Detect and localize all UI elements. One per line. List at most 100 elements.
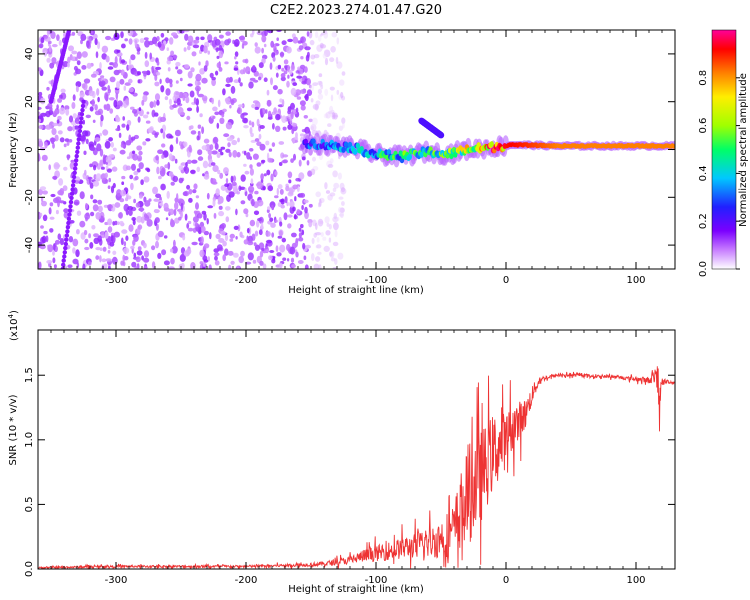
spectrogram-feature-diagonal-line <box>60 99 86 269</box>
spectrogram-cell <box>214 142 219 150</box>
y-tick-label: -20 <box>24 189 35 205</box>
spectrogram-cell <box>47 244 53 248</box>
spectrogram-cell <box>244 58 249 64</box>
spectrogram-cell <box>67 30 72 33</box>
spectrogram-cell <box>300 105 306 111</box>
spectrogram-cell <box>225 148 231 153</box>
spectrogram-cell <box>57 233 62 240</box>
spectrogram-cell <box>46 30 50 37</box>
spectrogram-cell <box>293 153 296 161</box>
spectrogram-cell <box>199 249 205 258</box>
spectrogram-cell <box>128 58 132 66</box>
spectrogram-cell <box>175 137 179 145</box>
spectrogram-cell <box>75 149 80 155</box>
spectrogram-cell <box>154 74 158 81</box>
spectrogram-cell <box>209 232 212 240</box>
colorbar-ticks: 0.0 0.2 0.4 0.6 0.8 <box>698 70 740 277</box>
spectrogram-cell <box>214 260 220 266</box>
spectrogram-cell <box>186 223 190 229</box>
spectrogram-cell <box>201 95 208 102</box>
spectrogram-cell <box>131 247 134 254</box>
spectrogram-cell <box>254 46 261 54</box>
spectrogram-cell <box>123 241 127 247</box>
spectrogram-cell <box>69 220 75 224</box>
spectrogram-cell <box>198 213 203 219</box>
spectrogram-cell <box>172 175 179 183</box>
spectrogram-cell <box>311 237 315 244</box>
spectrogram-cell <box>92 119 96 124</box>
spectrogram-cell <box>126 124 130 131</box>
spectrogram-cell <box>115 92 119 99</box>
spectrogram-cell <box>180 202 184 211</box>
spectrogram-cell <box>38 67 42 72</box>
spectrogram-cell <box>75 249 80 258</box>
spectrogram-cell <box>341 117 346 124</box>
spectrogram-cell <box>225 77 231 84</box>
spectrogram-cell <box>63 211 69 219</box>
spectrogram-cell <box>196 166 201 172</box>
spectrogram-cell <box>229 238 234 242</box>
spectrogram-cell <box>312 156 316 162</box>
spectrogram-cell <box>298 172 305 180</box>
spectrogram-cell <box>183 166 187 172</box>
spectrogram-cell <box>227 250 234 256</box>
spectrogram-cell <box>238 77 241 84</box>
spectrogram-cell <box>84 169 87 176</box>
spectrogram-cell <box>331 112 336 120</box>
spectrogram-cell <box>232 175 237 182</box>
spectrogram-y-axis-label: Frequency (Hz) <box>8 112 19 188</box>
spectrogram-cell <box>265 249 270 253</box>
spectrogram-x-axis-label: Height of straight line (km) <box>288 285 424 296</box>
spectrogram-cell <box>192 189 197 194</box>
spectrogram-cell <box>74 153 79 159</box>
spectrogram-cell <box>283 212 288 221</box>
spectrogram-cell <box>76 141 81 146</box>
spectrogram-cell <box>309 39 315 46</box>
spectrogram-cell <box>177 198 184 202</box>
spectrogram-cell <box>324 88 329 96</box>
spectrogram-cell <box>56 34 60 41</box>
spectrogram-cell <box>314 31 319 39</box>
spectrogram-cell <box>295 251 299 258</box>
spectrogram-cell <box>210 162 216 166</box>
spectrogram-cell <box>318 264 322 269</box>
spectrogram-cell <box>95 212 101 220</box>
spectrogram-cell <box>136 51 141 55</box>
spectrogram-cell <box>120 189 126 197</box>
spectrogram-cell <box>146 168 151 173</box>
spectrogram-cell <box>118 212 123 219</box>
spectrogram-cell <box>56 119 60 124</box>
spectrogram-cell <box>170 257 175 265</box>
spectrogram-cell <box>672 144 675 149</box>
spectrogram-cell <box>279 244 286 253</box>
spectrogram-cell <box>193 183 198 190</box>
spectrogram-cell <box>257 199 264 207</box>
spectrogram-cell <box>230 85 236 94</box>
spectrogram-cell <box>128 38 133 45</box>
spectrogram-cell <box>112 250 117 255</box>
spectrogram-cell <box>100 166 105 170</box>
spectrogram-cell <box>235 236 238 240</box>
spectrogram-cell <box>108 97 115 101</box>
spectrogram-cell <box>286 243 291 252</box>
spectrogram-cell <box>251 30 255 35</box>
spectrogram-cell <box>247 240 254 246</box>
spectrogram-cell <box>97 199 103 205</box>
spectrogram-cell <box>252 259 257 264</box>
spectrogram-cell <box>200 36 205 41</box>
spectrogram-cell <box>326 222 330 227</box>
spectrogram-cell <box>249 168 254 176</box>
spectrogram-cell <box>259 125 265 129</box>
spectrogram-cell <box>196 105 200 113</box>
spectrogram-cell <box>311 138 316 145</box>
spectrogram-cell <box>325 111 332 119</box>
spectrogram-cell <box>300 56 304 60</box>
spectrogram-cell <box>149 101 154 109</box>
spectrogram-cell <box>254 244 260 251</box>
spectrogram-cell <box>48 207 52 215</box>
spectrogram-cell <box>240 174 246 182</box>
spectrogram-cell <box>218 205 223 210</box>
spectrogram-cell <box>299 133 305 137</box>
spectrogram-cell <box>247 252 254 261</box>
spectrogram-cell <box>300 224 304 229</box>
